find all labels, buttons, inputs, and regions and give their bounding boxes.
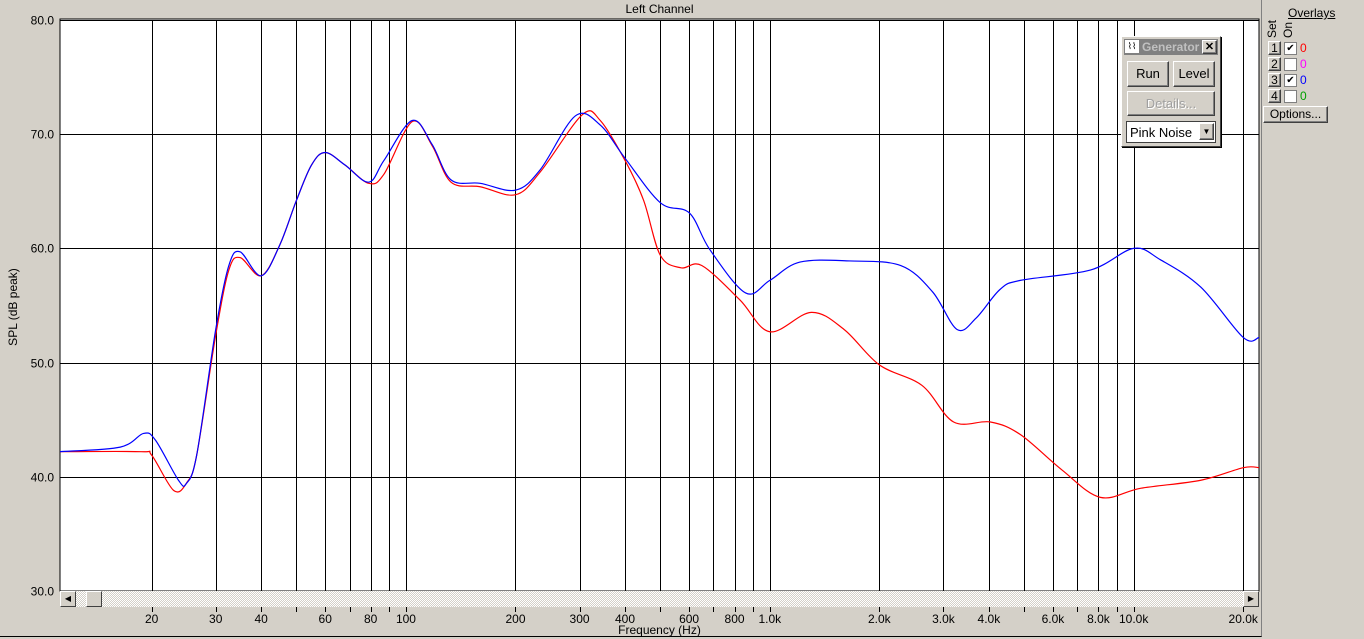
overlay-on-checkbox[interactable] <box>1284 90 1297 103</box>
x-tick-label: 40 <box>254 612 268 626</box>
x-tick-label: 600 <box>679 612 699 626</box>
x-tick-label: 30 <box>209 612 223 626</box>
overlay-value: 0 <box>1300 73 1307 87</box>
x-axis-label: Frequency (Hz) <box>618 623 701 637</box>
x-tick-label: 800 <box>725 612 745 626</box>
frequency-response-chart: 80.0 70.0 60.0 50.0 40.0 30.0 20 30 40 60 80 100 200… <box>31 14 1260 626</box>
plot-area <box>59 18 1260 592</box>
series-line <box>59 110 1260 499</box>
set-column-label: Set <box>1265 19 1279 38</box>
x-tick-label: 20 <box>145 612 159 626</box>
x-tick-label: 2.0k <box>868 612 892 626</box>
overlays-title: Overlays <box>1288 6 1336 20</box>
run-button[interactable]: Run <box>1127 61 1169 87</box>
options-button[interactable]: Options... <box>1263 106 1328 123</box>
overlay-set-button[interactable]: 1 <box>1268 41 1281 55</box>
signal-value: Pink Noise <box>1130 125 1193 140</box>
overlay-set-button[interactable]: 3 <box>1268 73 1281 87</box>
y-tick-label: 60.0 <box>31 242 55 256</box>
y-tick-label: 40.0 <box>31 471 55 485</box>
details-button[interactable]: Details... <box>1127 91 1215 116</box>
overlay-value: 0 <box>1300 89 1307 103</box>
scroll-thumb[interactable] <box>86 591 102 607</box>
x-tick-label: 400 <box>615 612 635 626</box>
x-tick-label: 1.0k <box>758 612 782 626</box>
overlay-on-checkbox[interactable]: ✔ <box>1284 74 1297 87</box>
close-icon[interactable]: ✕ <box>1202 40 1217 54</box>
scroll-left-button[interactable]: ◀ <box>60 591 76 607</box>
on-column-label: On <box>1281 21 1295 38</box>
x-tick-label: 200 <box>505 612 525 626</box>
series-line <box>59 112 1260 487</box>
scroll-right-button[interactable]: ▶ <box>1243 591 1259 607</box>
overlay-set-button[interactable]: 2 <box>1268 57 1281 71</box>
overlay-value: 0 <box>1300 57 1307 71</box>
generator-title: Generator <box>1142 40 1200 54</box>
chart-title: Left Channel <box>625 2 694 16</box>
horizontal-scrollbar[interactable]: ◀ ▶ <box>60 591 1259 607</box>
overlay-on-checkbox[interactable] <box>1284 58 1297 71</box>
x-tick-label: 20.0k <box>1229 612 1259 626</box>
y-tick-label: 70.0 <box>31 128 55 142</box>
x-tick-label: 100 <box>396 612 416 626</box>
signal-select[interactable]: Pink Noise ▼ <box>1126 121 1216 143</box>
overlay-set-button[interactable]: 4 <box>1268 89 1281 103</box>
x-tick-label: 60 <box>319 612 333 626</box>
waveform-icon: ⌇⌇ <box>1125 40 1139 53</box>
chevron-down-icon[interactable]: ▼ <box>1199 123 1214 140</box>
y-tick-label: 80.0 <box>31 14 55 28</box>
x-tick-label: 3.0k <box>932 612 956 626</box>
overlay-value: 0 <box>1300 41 1307 55</box>
overlay-on-checkbox[interactable]: ✔ <box>1284 42 1297 55</box>
generator-titlebar[interactable]: ⌇⌇ Generator ✕ <box>1124 39 1218 55</box>
level-button[interactable]: Level <box>1173 61 1215 87</box>
plot-frame <box>0 0 1262 637</box>
x-tick-label: 80 <box>364 612 378 626</box>
x-tick-label: 8.0k <box>1087 612 1111 626</box>
y-tick-label: 30.0 <box>31 585 55 599</box>
x-tick-label: 300 <box>570 612 590 626</box>
x-tick-label: 10.0k <box>1119 612 1149 626</box>
y-tick-label: 50.0 <box>31 357 55 371</box>
generator-window: ⌇⌇ Generator ✕ Run Level Details... Pink… <box>1121 36 1221 147</box>
x-tick-label: 4.0k <box>978 612 1002 626</box>
x-tick-label: 6.0k <box>1042 612 1066 626</box>
